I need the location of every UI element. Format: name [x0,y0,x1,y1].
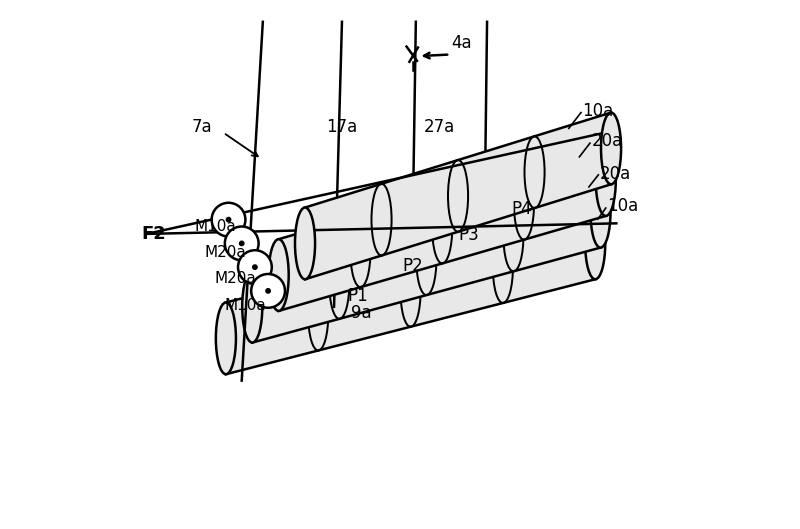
Text: 10a: 10a [582,103,614,121]
Text: P3: P3 [458,226,478,244]
Text: M10a: M10a [194,219,236,234]
Text: P2: P2 [402,257,423,275]
Ellipse shape [269,239,289,311]
Circle shape [239,241,244,245]
Circle shape [226,217,230,222]
Ellipse shape [601,113,621,184]
Ellipse shape [216,303,236,374]
Polygon shape [278,144,606,311]
Circle shape [225,226,258,260]
Text: P1: P1 [347,287,368,305]
Text: M10a: M10a [225,298,266,313]
Circle shape [212,203,246,236]
Text: 17a: 17a [326,118,358,136]
Polygon shape [226,207,595,374]
Ellipse shape [295,207,315,279]
Text: P4: P4 [512,200,533,218]
Polygon shape [305,113,611,279]
Text: 27a: 27a [424,118,455,136]
Text: M20a: M20a [214,271,256,286]
Polygon shape [252,176,601,343]
Ellipse shape [590,176,610,248]
Text: M20a: M20a [205,245,246,260]
Text: 10a: 10a [607,197,638,215]
Text: 9a: 9a [351,304,372,322]
Text: 4a: 4a [452,34,472,52]
Circle shape [253,265,257,269]
Ellipse shape [242,271,262,343]
Text: F2: F2 [142,225,166,243]
Text: 7a: 7a [191,118,212,136]
Ellipse shape [596,144,616,216]
Circle shape [266,289,270,293]
Ellipse shape [585,207,606,279]
Circle shape [251,274,285,308]
Text: 20a: 20a [599,165,630,183]
Circle shape [238,250,272,284]
Text: 20a: 20a [591,132,622,150]
